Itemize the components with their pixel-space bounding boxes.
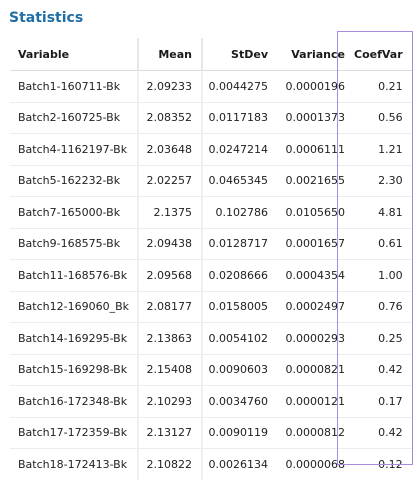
table-row: Batch2-160725-Bk 2.08352 0.0117183 0.000137… [10,102,412,134]
cell-coefvar: 1.21 [354,133,412,166]
table-row: Batch1-160711-Bk 2.09233 0.0044275 0.000019… [10,70,412,103]
statistics-table: Variable Mean StDev Variance CoefVar Bat… [10,38,412,480]
cell-variable: Batch18-172413-Bk [10,448,139,480]
cell-stdev: 0.0026134 [208,457,269,471]
cell-mean: 2.13127 [138,417,203,449]
cell-coefvar: 1.00 [354,259,412,292]
cell-coefvar: 4.81 [354,196,412,229]
cell-variance: 0.0105650 [277,196,354,229]
cell-coefvar: 0.21 [354,70,412,103]
cell-variance: 0.0021655 [277,165,354,197]
cell-stdev: 0.0117183 [202,102,277,134]
cell-variance: 0.0006111 [277,133,354,166]
cell-coefvar: 0.61 [354,228,412,260]
cell-coefvar: 0.17 [354,385,412,418]
cell-variance: 0.0000821 [277,354,354,386]
cell-mean: 2.02257 [138,165,203,197]
cell-variable: Batch17-172359-Bk [10,417,139,449]
cell-mean: 2.03648 [138,133,203,166]
table-row: Batch9-168575-Bk 2.09438 0.0128717 0.000165… [10,228,412,260]
cell-variable: Batch11-168576-Bk [10,259,139,292]
table-row: Batch4-1162197-Bk 2.03648 0.0247214 0.00061… [10,133,412,166]
column-header-stdev: StDev [202,38,277,71]
cell-stdev: 0.0208666 [202,259,277,292]
column-header-variance: Variance [277,38,354,71]
cell-variable: Batch5-162232-Bk [10,165,139,197]
cell-mean: 2.09568 [138,259,203,292]
table-row: Batch18-172413-Bk 2.10822 0.0026134 0.00000… [10,448,412,480]
column-header-variable: Variable [10,38,139,71]
section-title: Statistics [9,10,84,26]
cell-variance: 0.0004354 [277,259,354,292]
cell-mean: 2.08352 [138,102,203,134]
table-row: Batch7-165000-Bk 2.1375 0.102786 0.0105650 4… [10,196,412,229]
cell-stdev: 0.0247214 [202,133,277,166]
column-header-coefvar: CoefVar [354,38,412,71]
cell-variance: 0.0001373 [277,102,354,134]
cell-variable: Batch12-169060_Bk [10,291,139,323]
cell-mean: 2.10293 [138,385,203,418]
table-row: Batch17-172359-Bk 2.13127 0.0090119 0.00008… [10,417,412,449]
cell-coefvar: 0.25 [354,322,412,355]
cell-variable: Batch14-169295-Bk [10,322,139,355]
cell-stdev: 0.0128717 [202,228,277,260]
cell-stdev: 0.0090119 [202,417,277,449]
cell-stdev: 0.0054102 [202,322,277,355]
table-row: Batch14-169295-Bk 2.13863 0.0054102 0.00002… [10,322,412,355]
cell-variance: 0.0000196 [277,70,354,103]
cell-coefvar: 0.76 [354,291,412,323]
cell-stdev: 0.0034760 [202,385,277,418]
cell-variance: 0.0000293 [277,322,354,355]
cell-mean: 2.09233 [138,70,203,103]
cell-variance: 0.0000068 [285,457,346,471]
cell-stdev: 0.0465345 [202,165,277,197]
cell-coefvar: 2.30 [354,165,412,197]
cell-coefvar: 0.42 [354,354,412,386]
cell-mean: 2.1375 [138,196,203,229]
cell-variable: Batch15-169298-Bk [10,354,139,386]
table-row: Batch15-169298-Bk 2.15408 0.0090603 0.00008… [10,354,412,386]
cell-variable: Batch1-160711-Bk [10,70,139,103]
cell-mean: 2.10822 [138,448,203,480]
cell-coefvar: 0.42 [354,417,412,449]
cell-mean: 2.13863 [138,322,203,355]
cell-stdev: 0.0090603 [202,354,277,386]
cell-variance: 0.0002497 [277,291,354,323]
cell-variance: 0.0001657 [277,228,354,260]
cell-variable: Batch16-172348-Bk [10,385,139,418]
cell-stdev: 0.102786 [202,196,277,229]
cell-coefvar: 0.12 [378,457,403,471]
cell-coefvar: 0.56 [354,102,412,134]
cell-variable: Batch7-165000-Bk [10,196,139,229]
cell-variable: Batch9-168575-Bk [10,228,139,260]
cell-mean: 2.08177 [138,291,203,323]
table-header-row: Variable Mean StDev Variance CoefVar [10,38,412,71]
cell-variable: Batch4-1162197-Bk [10,133,139,166]
cell-variable: Batch2-160725-Bk [10,102,139,134]
cell-mean: 2.09438 [138,228,203,260]
cell-variance: 0.0000121 [277,385,354,418]
cell-mean: 2.15408 [138,354,203,386]
cell-stdev: 0.0044275 [202,70,277,103]
table-body: Batch1-160711-Bk 2.09233 0.0044275 0.000019… [10,70,412,480]
cell-variance: 0.0000812 [277,417,354,449]
column-header-mean: Mean [138,38,203,71]
table-row: Batch16-172348-Bk 2.10293 0.0034760 0.00001… [10,385,412,418]
cell-stdev: 0.0158005 [202,291,277,323]
table-row: Batch12-169060_Bk 2.08177 0.0158005 0.00024… [10,291,412,323]
table-row: Batch11-168576-Bk 2.09568 0.0208666 0.00043… [10,259,412,292]
table-row: Batch5-162232-Bk 2.02257 0.0465345 0.002165… [10,165,412,197]
